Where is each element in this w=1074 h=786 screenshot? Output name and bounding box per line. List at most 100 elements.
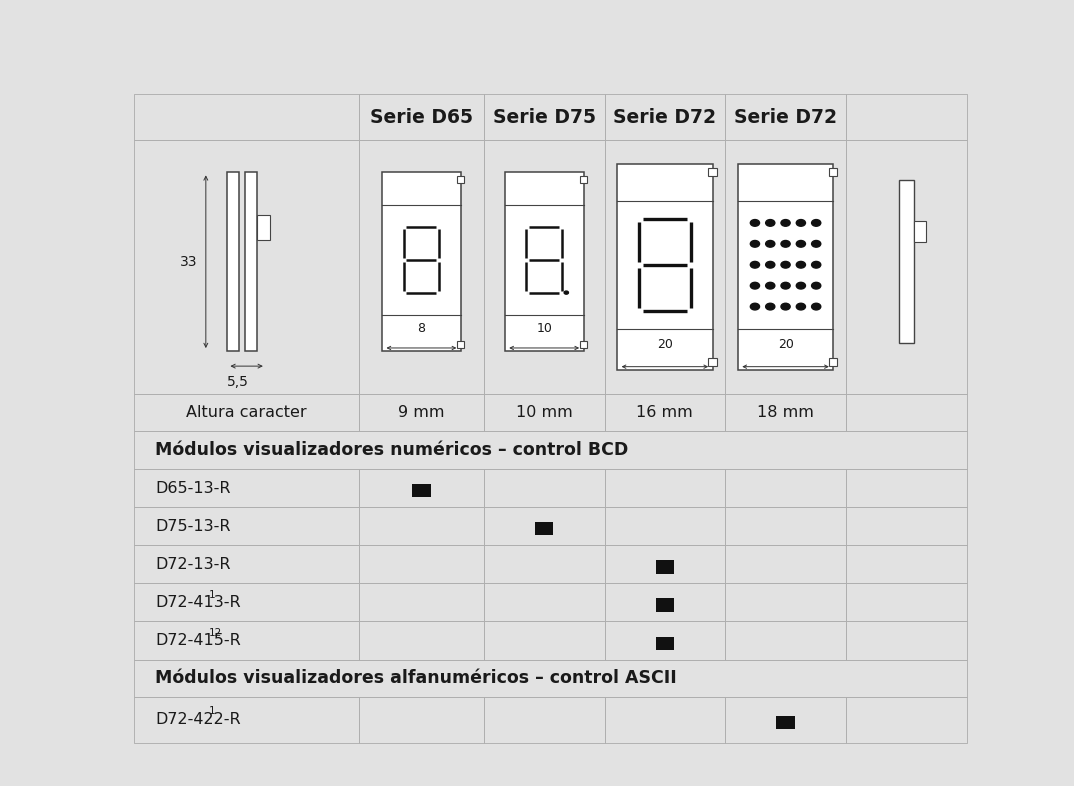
Bar [605, 507, 725, 545]
Circle shape [796, 303, 806, 310]
Text: Serie D72: Serie D72 [613, 108, 716, 127]
Circle shape [781, 241, 790, 247]
Text: 10 mm: 10 mm [516, 405, 572, 421]
Bar [605, 140, 725, 394]
Bar [483, 507, 605, 545]
Text: D75-13-R: D75-13-R [155, 519, 231, 534]
Bar [725, 583, 846, 622]
Bar [846, 94, 967, 140]
Bar [846, 697, 967, 743]
Text: D72-413-R: D72-413-R [155, 595, 241, 610]
Bar [134, 507, 359, 545]
Bar [829, 168, 838, 176]
Bar [483, 622, 605, 659]
Circle shape [796, 262, 806, 268]
Text: 10: 10 [536, 322, 552, 336]
Text: 33: 33 [180, 255, 198, 269]
Text: 20: 20 [657, 338, 672, 351]
Circle shape [812, 282, 821, 289]
Bar [483, 583, 605, 622]
Circle shape [766, 282, 774, 289]
Text: 8: 8 [418, 322, 425, 336]
Bar [846, 469, 967, 507]
Bar [725, 140, 846, 394]
Bar [535, 522, 553, 535]
Circle shape [564, 291, 568, 294]
Bar [359, 140, 483, 394]
Circle shape [751, 303, 759, 310]
Bar [605, 622, 725, 659]
Circle shape [781, 262, 790, 268]
Bar [580, 176, 586, 183]
Bar [605, 469, 725, 507]
Bar [708, 168, 716, 176]
Bar [605, 94, 725, 140]
Bar [134, 394, 359, 432]
Bar [359, 697, 483, 743]
Bar [829, 358, 838, 366]
Circle shape [796, 282, 806, 289]
Circle shape [812, 262, 821, 268]
Circle shape [796, 219, 806, 226]
Bar [382, 172, 461, 351]
Bar [777, 716, 795, 729]
Text: 1: 1 [209, 590, 216, 600]
Bar [359, 583, 483, 622]
Bar [134, 469, 359, 507]
Bar [134, 697, 359, 743]
Bar [914, 221, 926, 242]
Bar [483, 545, 605, 583]
Text: D65-13-R: D65-13-R [155, 480, 231, 495]
Text: 9 mm: 9 mm [398, 405, 445, 421]
Bar [134, 622, 359, 659]
Bar [725, 394, 846, 432]
Circle shape [751, 262, 759, 268]
Text: 20: 20 [778, 338, 794, 351]
Text: D72-13-R: D72-13-R [155, 556, 231, 571]
Text: 18 mm: 18 mm [757, 405, 814, 421]
Bar [846, 507, 967, 545]
Bar [899, 180, 914, 343]
Bar [656, 637, 674, 650]
Bar [483, 469, 605, 507]
Bar [483, 394, 605, 432]
Circle shape [766, 303, 774, 310]
Bar [483, 140, 605, 394]
Bar [134, 94, 359, 140]
Bar [483, 94, 605, 140]
Circle shape [812, 303, 821, 310]
Bar [605, 394, 725, 432]
Bar [359, 394, 483, 432]
Bar [708, 358, 716, 366]
Bar [412, 484, 431, 498]
Bar [134, 545, 359, 583]
Bar [245, 172, 257, 351]
Bar [359, 507, 483, 545]
Circle shape [766, 262, 774, 268]
Text: Módulos visualizadores numéricos – control BCD: Módulos visualizadores numéricos – contr… [155, 441, 628, 459]
Bar [605, 583, 725, 622]
Circle shape [751, 219, 759, 226]
Bar [505, 172, 584, 351]
Bar [656, 598, 674, 612]
Circle shape [781, 282, 790, 289]
Bar [616, 164, 713, 369]
Bar [725, 507, 846, 545]
Text: Módulos visualizadores alfanuméricos – control ASCII: Módulos visualizadores alfanuméricos – c… [155, 670, 677, 688]
Bar [725, 545, 846, 583]
Bar [725, 622, 846, 659]
Bar [725, 469, 846, 507]
Bar [458, 176, 464, 183]
Text: Serie D75: Serie D75 [493, 108, 596, 127]
Bar [359, 622, 483, 659]
Bar [359, 94, 483, 140]
Circle shape [812, 219, 821, 226]
Circle shape [796, 241, 806, 247]
Bar [846, 394, 967, 432]
Text: Serie D65: Serie D65 [369, 108, 473, 127]
Bar [656, 560, 674, 574]
Circle shape [766, 219, 774, 226]
Circle shape [812, 241, 821, 247]
Circle shape [781, 219, 790, 226]
Bar [605, 697, 725, 743]
